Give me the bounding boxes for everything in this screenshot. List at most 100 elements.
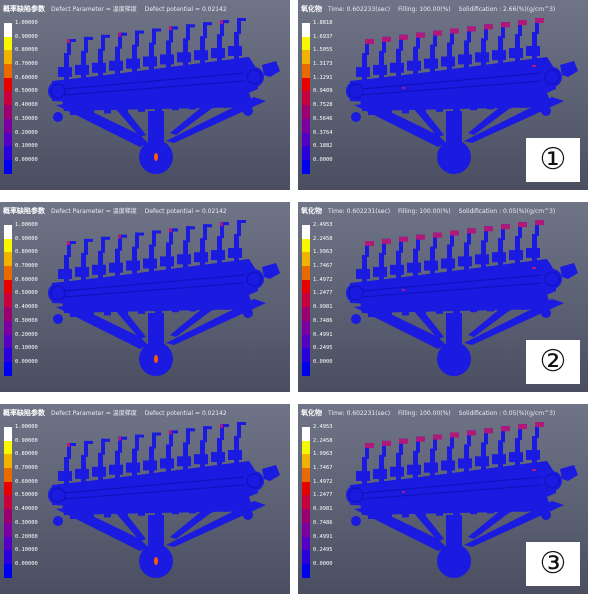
- legend-swatch: [302, 509, 310, 523]
- legend-value: 0.4991: [313, 533, 333, 540]
- legend-value: 0.4991: [313, 331, 333, 338]
- legend-swatch: [4, 105, 12, 119]
- oxide-tip: [416, 436, 425, 442]
- legend-swatch: [302, 105, 310, 119]
- legend-value: 0.7486: [313, 317, 333, 324]
- casting-view: [342, 421, 582, 594]
- legend-value: 0.90000: [15, 235, 38, 242]
- legend-value: 0.80000: [15, 249, 38, 256]
- runner-detail-lines: [348, 69, 560, 99]
- oxide-tip: [399, 34, 408, 40]
- legend-swatch: [4, 563, 12, 578]
- legend-swatch: [4, 279, 12, 294]
- legend-swatch: [302, 293, 310, 308]
- casting-view: [342, 17, 582, 190]
- oxide-tip: [399, 438, 408, 444]
- panel: 概率缺陷参数 Defect Parameter = 温度梯度 Defect pote…: [0, 202, 290, 392]
- legend-swatch: [4, 427, 12, 441]
- legend-value: 1.9963: [313, 249, 333, 256]
- legend-row: 1.7467: [302, 263, 340, 280]
- legend-swatch: [4, 23, 12, 37]
- legend-value: 0.70000: [15, 465, 38, 472]
- legend-value: 0.40000: [15, 506, 38, 513]
- header-info: Defect potential = 0.02142: [144, 208, 227, 215]
- legend-row: 0.2495: [302, 547, 340, 564]
- panel-number: ②: [539, 344, 567, 379]
- legend-swatch: [302, 159, 310, 174]
- legend-value: 0.30000: [15, 317, 38, 324]
- legend-swatch: [302, 361, 310, 376]
- legend-value: 0.10000: [15, 345, 38, 352]
- runner-detail-lines: [50, 473, 262, 503]
- legend-swatch: [302, 50, 310, 65]
- legend-value: 1.1291: [313, 74, 333, 81]
- legend-swatch: [302, 238, 310, 253]
- color-legend: 1.00000 0.90000 0.80000 0.70000 0.60000 0.500…: [4, 20, 42, 174]
- oxide-tip: [416, 234, 425, 240]
- oxide-tip: [365, 39, 374, 44]
- legend-swatch: [4, 36, 12, 51]
- legend-row: 0.20000: [4, 130, 42, 147]
- legend-row: 1.3173: [302, 61, 340, 78]
- header-info: Defect Parameter = 温度梯度: [51, 6, 137, 13]
- header-info: Time: 0.602231(sec): [328, 208, 391, 215]
- legend-row: 0.5646: [302, 116, 340, 133]
- legend-row: 0.9409: [302, 88, 340, 106]
- legend-row: 0.0000: [302, 561, 340, 578]
- oxide-tip: [535, 18, 544, 23]
- legend-swatch: [4, 550, 12, 564]
- legend-row: 0.3764: [302, 130, 340, 147]
- legend-row: 0.60000: [4, 479, 42, 496]
- runner-detail-lines: [348, 271, 560, 301]
- legend-swatch: [302, 495, 310, 510]
- legend-row: 0.50000: [4, 88, 42, 106]
- legend-value: 0.00000: [15, 156, 38, 163]
- oxide-speckles: [402, 65, 536, 89]
- panel-number-badge: ①: [526, 138, 580, 182]
- legend-row: 0.40000: [4, 102, 42, 119]
- legend-row: 0.80000: [4, 451, 42, 469]
- legend-row: 1.6937: [302, 34, 340, 51]
- legend-value: 0.90000: [15, 33, 38, 40]
- panel-number-badge: ③: [526, 542, 580, 586]
- legend-swatch: [4, 509, 12, 523]
- panel-title: 氧化物: [301, 408, 322, 417]
- legend-swatch: [302, 348, 310, 362]
- oxide-tip: [501, 224, 510, 230]
- color-legend: 1.00000 0.90000 0.80000 0.70000 0.60000 0.500…: [4, 424, 42, 578]
- legend-value: 0.40000: [15, 102, 38, 109]
- legend-row: 2.4953: [302, 222, 340, 239]
- legend-value: 0.20000: [15, 331, 38, 338]
- defect-tip: [220, 424, 223, 429]
- legend-row: 2.4953: [302, 424, 340, 441]
- defect-tip: [67, 241, 70, 245]
- defect-tip: [67, 443, 70, 447]
- legend-value: 0.5646: [313, 115, 333, 122]
- legend-value: 0.10000: [15, 143, 38, 150]
- panel-header: 概率缺陷参数 Defect Parameter = 温度梯度 Defect pote…: [3, 205, 287, 217]
- legend-row: 0.60000: [4, 75, 42, 92]
- panel-header: 氧化物 Time: 0.602231(sec) Filling: 100.00(%)…: [301, 407, 585, 419]
- legend-swatch: [302, 522, 310, 537]
- legend-row: 1.5055: [302, 47, 340, 65]
- legend-swatch: [4, 238, 12, 253]
- legend-row: 0.90000: [4, 236, 42, 253]
- panel: 氧化物 Time: 0.602233(sec) Filling: 100.00(%)…: [298, 0, 588, 190]
- legend-swatch: [302, 307, 310, 321]
- panel-number-badge: ②: [526, 340, 580, 384]
- legend-row: 1.4972: [302, 479, 340, 496]
- legend-swatch: [302, 91, 310, 106]
- legend-swatch: [302, 23, 310, 37]
- legend-swatch: [4, 146, 12, 160]
- legend-row: 0.9981: [302, 506, 340, 523]
- oxide-tip: [450, 432, 459, 438]
- oxide-tip: [382, 440, 391, 446]
- legend-row: 0.90000: [4, 34, 42, 51]
- oxide-tip: [450, 230, 459, 236]
- legend-swatch: [302, 118, 310, 133]
- legend-row: 0.10000: [4, 143, 42, 160]
- defect-tip: [67, 39, 70, 43]
- legend-row: 0.70000: [4, 263, 42, 280]
- legend-value: 0.80000: [15, 47, 38, 54]
- legend-row: 0.10000: [4, 345, 42, 362]
